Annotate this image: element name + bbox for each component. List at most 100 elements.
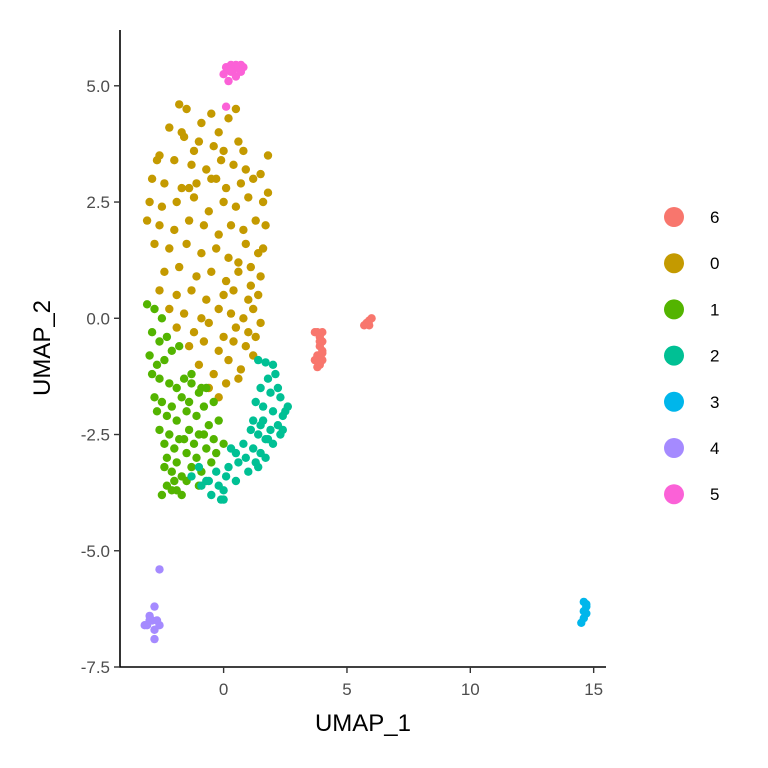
- point-cluster-2: [239, 439, 248, 448]
- point-cluster-0: [239, 146, 248, 156]
- point-cluster-0: [224, 355, 233, 365]
- legend-key-2: [664, 345, 684, 366]
- legend-label-0: 0: [710, 254, 719, 273]
- point-cluster-1: [192, 411, 201, 421]
- point-cluster-0: [236, 179, 246, 188]
- point-cluster-0: [197, 249, 206, 258]
- point-cluster-0: [256, 169, 265, 179]
- point-cluster-1: [179, 435, 189, 444]
- point-cluster-2: [221, 472, 231, 481]
- point-cluster-6: [367, 314, 376, 323]
- legend-item-4: 4: [664, 438, 719, 458]
- legend-key-3: [664, 391, 684, 412]
- point-cluster-0: [246, 281, 255, 290]
- point-cluster-2: [268, 360, 278, 369]
- point-cluster-0: [234, 258, 243, 267]
- point-cluster-6: [315, 337, 324, 346]
- point-cluster-6: [318, 348, 327, 358]
- point-cluster-1: [197, 383, 206, 393]
- point-cluster-1: [170, 444, 179, 453]
- point-cluster-1: [152, 360, 162, 369]
- point-cluster-5: [236, 67, 246, 77]
- point-cluster-0: [189, 328, 199, 337]
- point-cluster-2: [241, 453, 250, 462]
- point-cluster-0: [244, 328, 253, 337]
- point-cluster-2: [187, 472, 196, 481]
- point-cluster-0: [194, 360, 204, 369]
- point-cluster-4: [150, 634, 159, 644]
- point-cluster-0: [229, 286, 238, 295]
- point-cluster-0: [239, 225, 248, 235]
- point-cluster-1: [187, 379, 196, 388]
- point-cluster-1: [207, 458, 216, 467]
- x-ticks: 0 5 10 15: [219, 667, 603, 699]
- point-cluster-0: [147, 174, 157, 183]
- legend-label-5: 5: [710, 485, 719, 504]
- legend: 6 0 1 2 3 4 5: [664, 207, 719, 505]
- point-cluster-0: [160, 267, 169, 276]
- point-cluster-0: [155, 286, 164, 295]
- point-cluster-0: [150, 239, 159, 249]
- point-cluster-1: [155, 374, 164, 383]
- point-cluster-0: [251, 216, 260, 225]
- point-cluster-0: [224, 253, 233, 262]
- point-cluster-5: [224, 76, 233, 86]
- point-cluster-2: [254, 355, 263, 365]
- legend-label-6: 6: [710, 208, 719, 227]
- point-cluster-1: [155, 337, 164, 346]
- point-cluster-1: [177, 393, 186, 402]
- point-cluster-1: [175, 342, 184, 351]
- point-cluster-0: [226, 221, 236, 230]
- point-cluster-0: [214, 128, 223, 137]
- point-cluster-2: [278, 425, 287, 435]
- legend-item-2: 2: [664, 345, 719, 366]
- point-cluster-0: [249, 174, 258, 183]
- point-cluster-0: [241, 165, 250, 174]
- point-cluster-0: [221, 276, 231, 286]
- point-cluster-0: [204, 207, 213, 216]
- point-cluster-1: [177, 490, 186, 500]
- point-cluster-0: [239, 314, 248, 323]
- point-cluster-0: [219, 146, 228, 156]
- point-cluster-0: [189, 146, 199, 156]
- point-cluster-0: [194, 137, 204, 146]
- point-cluster-1: [170, 476, 179, 486]
- point-cluster-1: [167, 402, 176, 411]
- point-cluster-1: [179, 374, 189, 383]
- point-cluster-1: [162, 332, 172, 342]
- point-cluster-0: [263, 188, 273, 197]
- y-tick-label: -5.0: [81, 542, 110, 561]
- point-cluster-0: [199, 221, 209, 230]
- point-cluster-1: [189, 439, 199, 448]
- point-cluster-0: [182, 104, 191, 114]
- point-cluster-0: [246, 262, 255, 272]
- point-cluster-2: [251, 397, 260, 407]
- legend-key-5: [664, 484, 684, 505]
- point-cluster-1: [147, 328, 157, 337]
- point-cluster-2: [224, 462, 233, 472]
- point-cluster-1: [160, 355, 169, 365]
- point-cluster-2: [249, 444, 258, 453]
- point-cluster-1: [150, 393, 159, 402]
- x-axis-title: UMAP_1: [315, 710, 411, 737]
- point-cluster-0: [221, 379, 231, 388]
- point-cluster-0: [202, 295, 211, 304]
- point-cluster-0: [187, 160, 196, 169]
- point-cluster-0: [184, 342, 194, 351]
- point-cluster-0: [207, 267, 216, 276]
- point-cluster-1: [209, 435, 218, 444]
- point-cluster-1: [155, 425, 164, 435]
- point-cluster-2: [254, 462, 263, 472]
- point-cluster-4: [155, 565, 164, 574]
- point-cluster-0: [145, 197, 154, 207]
- point-cluster-2: [231, 476, 241, 486]
- point-cluster-1: [152, 407, 162, 416]
- point-cluster-0: [175, 262, 184, 272]
- point-cluster-0: [221, 183, 231, 193]
- y-tick-label: -2.5: [81, 426, 110, 445]
- point-cluster-2: [258, 416, 268, 425]
- point-cluster-2: [263, 374, 273, 383]
- point-cluster-0: [249, 304, 258, 314]
- point-cluster-0: [261, 221, 270, 230]
- point-cluster-0: [157, 202, 167, 211]
